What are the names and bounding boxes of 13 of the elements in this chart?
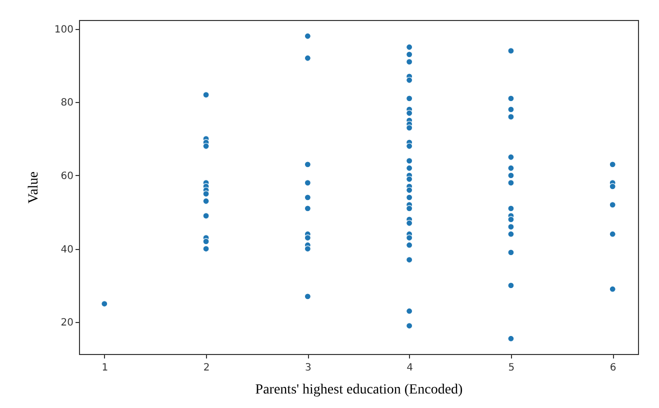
x-tick-label: 2 [203,362,210,374]
x-tick-label: 3 [304,362,312,374]
y-tick-label: 60 [60,170,74,182]
y-tick-label: 100 [54,24,74,36]
x-tick-label: 6 [610,362,616,374]
x-axis-title: Parents' highest education (Encoded) [255,382,464,398]
y-tick-label: 80 [60,98,74,109]
y-axis-title: Value [26,172,42,204]
x-tick-label: 1 [102,362,108,374]
x-tick-label: 5 [508,362,515,374]
x-tick-label: 4 [406,362,414,374]
y-tick-label: 20 [60,318,74,329]
y-tick-label: 40 [60,244,74,256]
